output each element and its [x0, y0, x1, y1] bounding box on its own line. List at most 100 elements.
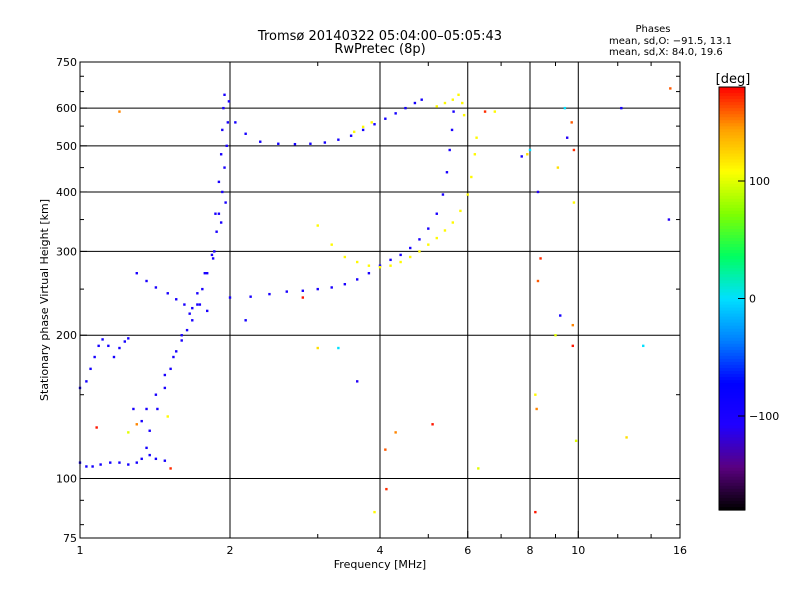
colorbar-segment — [719, 253, 745, 257]
colorbar-segment — [719, 222, 745, 227]
scattered-points-point — [394, 431, 397, 434]
o-trace-top-point — [373, 123, 376, 126]
colorbar-segment — [719, 428, 745, 433]
x-trace-bottom-point — [316, 224, 319, 227]
colorbar-segment — [719, 171, 745, 176]
e-f1-ramp-trace-point — [198, 303, 202, 306]
y-tick-label: 500 — [56, 140, 77, 153]
phase-colorbar: 100 0 −100 — [718, 86, 779, 511]
stats-title: Phases — [635, 24, 670, 35]
scattered-points-point — [385, 487, 388, 491]
colorbar-segment — [719, 476, 745, 481]
colorbar-segment — [719, 313, 745, 318]
x-trace-top-point — [443, 101, 447, 105]
colorbar-segment — [719, 425, 745, 430]
x-trace-bottom-point — [451, 221, 455, 224]
colorbar-segment — [719, 337, 745, 342]
colorbar-segment — [719, 186, 745, 191]
colorbar-segment — [719, 470, 745, 475]
colorbar-segment — [719, 383, 745, 387]
colorbar-segment — [719, 410, 745, 414]
scattered-points-point — [536, 279, 540, 283]
low-layer-trace-point — [127, 463, 130, 466]
scattered-points-point — [301, 296, 305, 299]
scattered-points-point — [625, 436, 628, 439]
scattered-points-point — [493, 110, 497, 113]
scattered-points-point — [620, 106, 623, 110]
scattered-points-point — [559, 314, 562, 317]
colorbar-segment — [719, 117, 745, 121]
colorbar-segment — [719, 340, 745, 345]
scattered-points-point — [539, 257, 542, 260]
x-tick-label: 16 — [673, 544, 687, 557]
x-trace-bottom-point — [399, 260, 402, 264]
x-tick-label: 1 — [77, 544, 84, 557]
colorbar-segment — [719, 392, 745, 396]
scattered-points-point — [642, 344, 645, 348]
o-trace-top-point — [259, 140, 262, 143]
colorbar-segment — [719, 120, 745, 124]
colorbar-segment — [719, 99, 745, 103]
e-f1-ramp-trace-point — [156, 407, 159, 411]
colorbar-segment — [719, 455, 745, 460]
x-tick-label: 6 — [464, 544, 471, 557]
stats-line-o: mean, sd,O: −91.5, 13.1 — [609, 36, 732, 47]
colorbar-segment — [719, 102, 745, 106]
e-f1-ramp-trace-point — [222, 106, 225, 110]
o-trace-bottom-point — [367, 272, 371, 275]
e-f1-ramp-trace-point — [196, 292, 199, 295]
e-f1-ramp-trace-point — [217, 212, 221, 215]
scattered-points-point — [570, 121, 573, 124]
colorbar-segment — [719, 488, 745, 493]
colorbar-segment — [719, 377, 745, 381]
e-f1-ramp-trace-point — [201, 287, 204, 291]
scattered-points-point — [127, 431, 130, 434]
e-f1-ramp-trace-point — [148, 429, 151, 432]
colorbar-label: [deg] — [716, 72, 751, 87]
o-trace-bottom-point — [452, 110, 455, 113]
scattered-points-point — [520, 155, 523, 158]
scattered-points-point — [355, 380, 359, 383]
x-trace-bottom-point — [418, 250, 421, 253]
o-trace-bottom-point — [441, 193, 445, 196]
colorbar-segment — [719, 301, 745, 306]
e-f1-ramp-trace-point — [221, 190, 224, 194]
low-layer-trace-point — [163, 459, 167, 462]
e-f1-ramp-trace-point — [185, 328, 189, 332]
colorbar-tick-label: 100 — [749, 175, 770, 188]
scattered-points-point — [571, 323, 575, 327]
colorbar-segment — [719, 431, 745, 436]
colorbar-tick-label: −100 — [749, 410, 779, 423]
colorbar-segment — [719, 371, 745, 375]
low-layer-trace-point — [148, 453, 151, 457]
colorbar-segment — [719, 274, 745, 278]
x-trace-top-point — [451, 98, 455, 101]
scattered-points-point — [534, 510, 537, 514]
e-f1-ramp-trace-point — [211, 257, 215, 260]
x-trace-top-point — [370, 121, 373, 124]
colorbar-segment — [719, 319, 745, 324]
o-trace-bottom-point — [399, 253, 402, 257]
e-f1-ramp-trace-point — [205, 272, 209, 275]
colorbar-segment — [719, 250, 745, 254]
x-trace-bottom-point — [470, 175, 473, 179]
e-f1-ramp-trace-point — [225, 144, 228, 148]
colorbar-segment — [719, 407, 745, 411]
scattered-points-point — [337, 346, 340, 350]
colorbar-segment — [719, 90, 745, 94]
colorbar-segment — [719, 443, 745, 448]
colorbar-segment — [719, 422, 745, 426]
e-f1-ramp-trace-point — [223, 93, 226, 96]
colorbar-segment — [719, 147, 745, 152]
x-axis-label: Frequency [MHz] — [334, 558, 426, 571]
scattered-points-point — [95, 426, 98, 429]
e-f1-ramp-trace-point — [191, 319, 194, 322]
low-layer-trace-point — [89, 367, 92, 371]
colorbar-segment — [719, 177, 745, 182]
colorbar-segment — [719, 289, 745, 294]
colorbar-segment — [719, 286, 745, 291]
o-trace-bottom-point — [389, 258, 392, 262]
colorbar-segment — [719, 298, 745, 303]
x-trace-bottom-point — [475, 136, 478, 139]
